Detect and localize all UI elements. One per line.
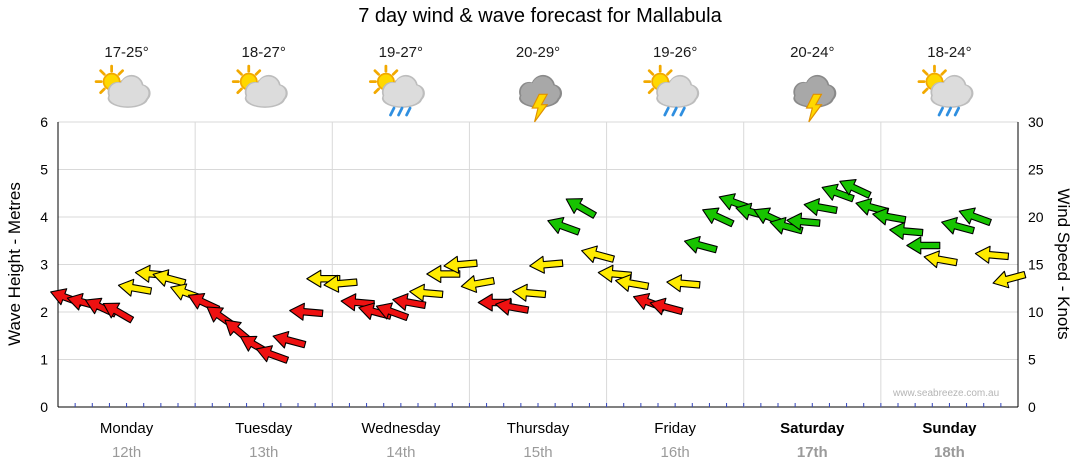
day-name-label: Friday bbox=[654, 420, 696, 437]
raindrop-icon bbox=[679, 106, 686, 117]
wind-arrow bbox=[923, 250, 958, 269]
storm-icon bbox=[519, 74, 563, 123]
wind-arrow bbox=[529, 255, 564, 274]
wind-arrow bbox=[992, 270, 1027, 289]
lightning-icon bbox=[531, 93, 549, 123]
raindrop-icon bbox=[405, 106, 412, 117]
day-date-label: 18th bbox=[934, 444, 965, 461]
sun-cloud-rain-icon bbox=[643, 64, 700, 117]
day-temp-range: 17-25° bbox=[104, 44, 148, 61]
day-name-label: Saturday bbox=[780, 420, 845, 437]
wind-arrow bbox=[443, 255, 478, 274]
wind-arrow bbox=[666, 274, 701, 293]
wind-arrow bbox=[941, 216, 975, 235]
raindrop-icon bbox=[389, 106, 396, 117]
wind-arrow bbox=[272, 330, 307, 349]
day-date-label: 15th bbox=[523, 444, 552, 461]
day-date-label: 14th bbox=[386, 444, 415, 461]
wind-arrow bbox=[958, 207, 992, 227]
wind-arrow bbox=[340, 293, 375, 312]
raindrop-icon bbox=[663, 106, 670, 117]
wind-arrow bbox=[597, 264, 632, 283]
day-name-label: Tuesday bbox=[235, 420, 292, 437]
wind-arrow bbox=[512, 283, 547, 302]
sun-cloud-icon bbox=[231, 64, 288, 108]
wind-arrow bbox=[375, 302, 410, 322]
wind-arrow bbox=[974, 245, 1010, 264]
wind-arrow bbox=[289, 302, 324, 321]
wind-arrow bbox=[255, 345, 290, 364]
right-axis-tick-label: 30 bbox=[1028, 114, 1044, 130]
sun-cloud-icon bbox=[94, 64, 151, 108]
wind-arrow bbox=[581, 245, 615, 263]
day-date-label: 12th bbox=[112, 444, 141, 461]
raindrop-icon bbox=[671, 106, 678, 117]
wind-arrow bbox=[615, 274, 650, 292]
storm-icon bbox=[793, 74, 837, 123]
raindrop-icon bbox=[937, 106, 944, 117]
day-name-label: Sunday bbox=[922, 420, 977, 437]
day-date-label: 17th bbox=[797, 444, 828, 461]
wind-arrow bbox=[117, 278, 153, 297]
day-temp-range: 20-24° bbox=[790, 44, 834, 61]
wind-arrow bbox=[906, 236, 941, 255]
day-temp-range: 20-29° bbox=[516, 44, 560, 61]
day-temp-range: 19-26° bbox=[653, 44, 697, 61]
day-temp-range: 19-27° bbox=[379, 44, 423, 61]
left-axis-tick-label: 4 bbox=[40, 209, 48, 225]
day-name-label: Monday bbox=[100, 420, 154, 437]
right-axis-tick-label: 25 bbox=[1028, 162, 1044, 178]
day-date-label: 13th bbox=[249, 444, 278, 461]
page-title: 7 day wind & wave forecast for Mallabula bbox=[358, 5, 722, 27]
wind-arrow bbox=[889, 221, 924, 241]
sun-cloud-rain-icon bbox=[917, 64, 974, 117]
wind-arrow bbox=[152, 269, 187, 287]
wind-arrow bbox=[839, 178, 872, 199]
day-date-label: 16th bbox=[661, 444, 690, 461]
lightning-icon bbox=[805, 93, 823, 123]
wind-arrow bbox=[565, 198, 597, 219]
right-axis-tick-label: 20 bbox=[1028, 209, 1044, 225]
wind-arrow bbox=[495, 297, 530, 316]
day-name-label: Thursday bbox=[507, 420, 570, 437]
left-axis-tick-label: 1 bbox=[40, 352, 48, 368]
wind-arrow bbox=[649, 297, 684, 316]
right-axis-tick-label: 5 bbox=[1028, 352, 1036, 368]
raindrop-icon bbox=[945, 106, 952, 117]
wind-arrow bbox=[547, 216, 581, 236]
left-axis-tick-label: 6 bbox=[40, 114, 48, 130]
left-axis-tick-label: 2 bbox=[40, 304, 48, 320]
left-axis-tick-label: 0 bbox=[40, 399, 48, 415]
wind-arrow bbox=[786, 212, 821, 231]
left-axis-tick-label: 5 bbox=[40, 162, 48, 178]
wind-arrow bbox=[702, 207, 735, 228]
raindrop-icon bbox=[953, 106, 961, 117]
day-name-label: Wednesday bbox=[361, 420, 440, 437]
day-temp-range: 18-24° bbox=[927, 44, 971, 61]
day-temp-range: 18-27° bbox=[242, 44, 286, 61]
left-axis-tick-label: 3 bbox=[40, 257, 48, 273]
wind-arrow bbox=[872, 207, 907, 226]
wind-arrow bbox=[803, 198, 838, 216]
wind-arrow bbox=[323, 274, 358, 293]
wind-arrow bbox=[409, 283, 444, 302]
wind-arrow bbox=[102, 302, 135, 324]
watermark: www.seabreeze.com.au bbox=[893, 388, 1000, 399]
raindrop-icon bbox=[397, 106, 404, 117]
wind-arrow bbox=[460, 275, 495, 293]
wind-arrow bbox=[683, 235, 718, 254]
right-axis-tick-label: 15 bbox=[1028, 257, 1044, 273]
wind-arrow bbox=[821, 183, 855, 203]
sun-cloud-rain-icon bbox=[369, 64, 425, 117]
right-axis-tick-label: 0 bbox=[1028, 399, 1036, 415]
right-axis-tick-label: 10 bbox=[1028, 304, 1044, 320]
